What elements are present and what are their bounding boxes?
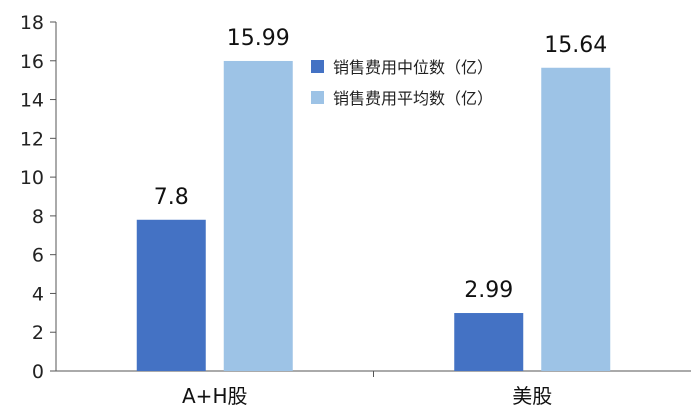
bar	[223, 60, 293, 371]
x-axis: A+H股 美股	[56, 370, 691, 408]
y-tick-label: 12	[20, 128, 44, 150]
bar	[454, 313, 524, 371]
x-category-label: A+H股	[182, 384, 247, 408]
y-tick-label: 2	[32, 322, 44, 344]
y-tick-label: 4	[32, 283, 44, 305]
y-tick-label: 16	[20, 51, 44, 73]
data-labels: 7.8 15.99 2.99 15.64	[154, 26, 607, 303]
legend-label: 销售费用中位数（亿）	[333, 58, 493, 77]
legend: 销售费用中位数（亿） 销售费用平均数（亿）	[311, 58, 493, 108]
y-tick-label: 0	[32, 361, 44, 383]
y-tick-label: 14	[20, 90, 44, 112]
data-label: 15.99	[227, 26, 290, 51]
y-tick-label: 6	[32, 245, 44, 267]
legend-swatch	[311, 91, 324, 104]
y-tick-label: 10	[20, 167, 44, 189]
data-label: 15.64	[544, 33, 607, 58]
data-label: 2.99	[464, 278, 513, 303]
legend-swatch	[311, 60, 324, 73]
x-category-label: 美股	[512, 384, 552, 408]
data-label: 7.8	[154, 185, 189, 210]
y-tick-label: 8	[32, 206, 44, 228]
y-axis: 0 2 4 6 8 10 12 14 16 18	[20, 12, 57, 383]
bar	[541, 67, 611, 371]
legend-label: 销售费用平均数（亿）	[333, 89, 493, 108]
bars	[136, 60, 611, 371]
y-tick-label: 18	[20, 12, 44, 34]
bar	[136, 219, 206, 371]
